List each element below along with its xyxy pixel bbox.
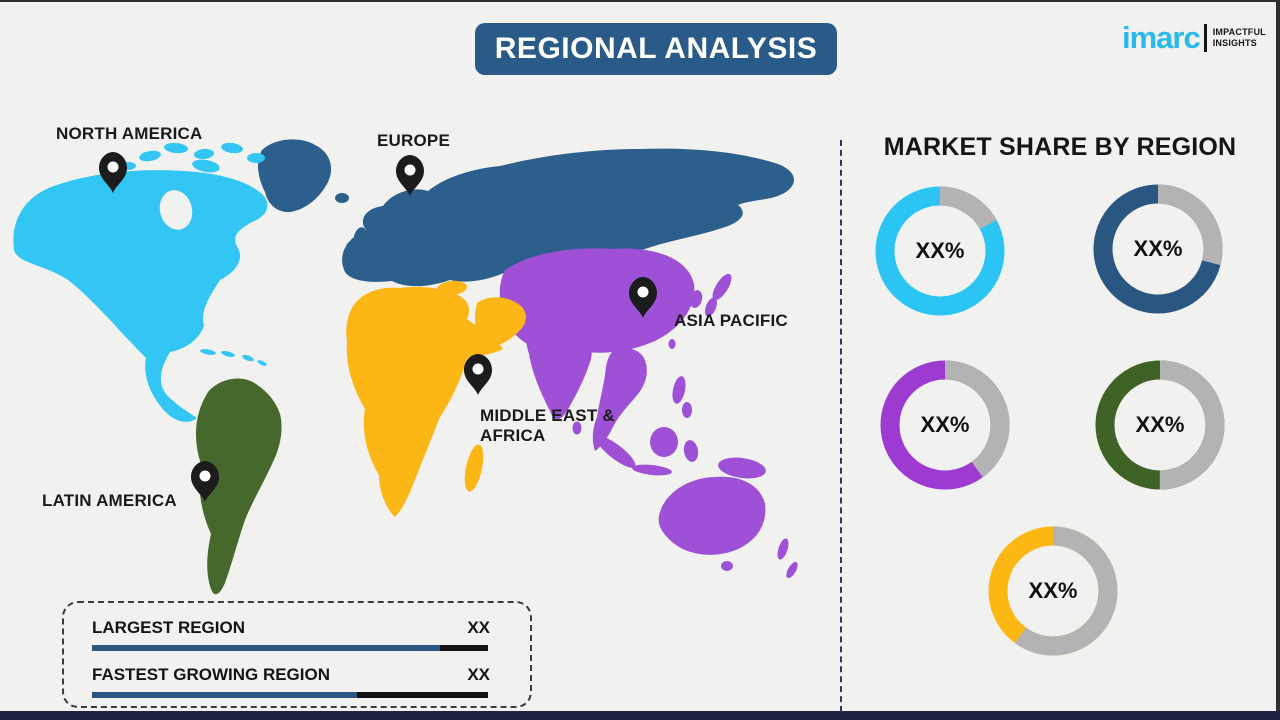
legend-box <box>62 601 532 708</box>
region-europe-shape <box>258 139 794 287</box>
world-map <box>13 139 798 595</box>
label-middle-east-africa: MIDDLE EAST & AFRICA <box>480 406 615 445</box>
market-share-title: MARKET SHARE BY REGION <box>883 133 1237 161</box>
donut-chart-europe: XX% <box>1088 179 1228 319</box>
brand-logo: imarc IMPACTFUL INSIGHTS <box>1122 22 1266 53</box>
label-europe: EUROPE <box>377 131 450 150</box>
logo-tagline: IMPACTFUL INSIGHTS <box>1212 26 1266 48</box>
donut-value: XX% <box>1028 578 1078 603</box>
donut-chart-asia-pacific: XX% <box>875 355 1015 495</box>
footer-bar <box>0 711 1280 720</box>
label-north-america: NORTH AMERICA <box>56 124 203 143</box>
label-asia-pacific: ASIA PACIFIC <box>674 311 788 330</box>
donut-value: XX% <box>1135 412 1185 437</box>
hudson-bay-water <box>159 190 193 230</box>
page-title: REGIONAL ANALYSIS <box>494 32 818 65</box>
pin-latin-america-icon <box>191 461 219 502</box>
legend-row-largest-value: XX <box>467 618 490 637</box>
region-middle-east-africa-shape <box>346 280 526 517</box>
brand-wordmark: imarc <box>1122 20 1201 55</box>
legend-row-fastest-label: FASTEST GROWING REGION <box>92 665 331 684</box>
donut-chart-middle-east-africa: XX% <box>983 521 1123 661</box>
donut-chart-north-america: XX% <box>870 181 1010 321</box>
pin-north-america-icon <box>99 152 127 193</box>
pin-europe-icon <box>396 155 424 196</box>
legend-row-fastest-bar <box>92 692 488 698</box>
label-latin-america: LATIN AMERICA <box>42 491 177 510</box>
donut-value: XX% <box>915 238 965 263</box>
legend-bar-fill <box>92 645 441 651</box>
region-latin-america-shape <box>195 378 282 595</box>
donut-value: XX% <box>920 412 970 437</box>
legend-row-fastest-value: XX <box>467 665 490 684</box>
region-asia-pacific-shape <box>499 248 798 579</box>
legend-row-largest-bar <box>92 645 488 651</box>
legend-bar-fill <box>92 692 358 698</box>
legend-row-largest-label: LARGEST REGION <box>92 618 246 637</box>
panel-divider <box>840 140 842 712</box>
logo-divider <box>1203 23 1207 52</box>
donut-chart-latin-america: XX% <box>1090 355 1230 495</box>
right-border-line <box>1276 0 1280 720</box>
pin-asia-pacific-icon <box>629 277 657 318</box>
map-pins <box>99 152 657 502</box>
region-north-america-shape <box>13 142 268 422</box>
donut-value: XX% <box>1133 236 1183 261</box>
top-border-line <box>0 0 1280 2</box>
pin-middle-east-africa-icon <box>464 354 492 395</box>
page-title-banner: REGIONAL ANALYSIS <box>475 23 837 75</box>
